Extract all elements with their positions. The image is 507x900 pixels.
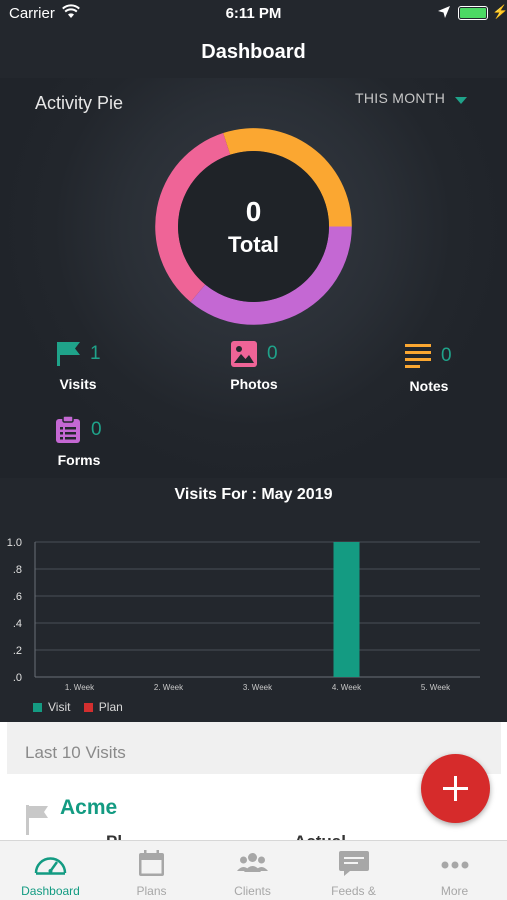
clipboard-icon xyxy=(56,416,80,443)
tab-label: Clients xyxy=(234,884,271,898)
tab-feeds-messages[interactable]: Feeds & Messages xyxy=(303,841,404,900)
charging-bolt-icon: ⚡ xyxy=(492,4,507,19)
chevron-down-icon[interactable] xyxy=(455,97,467,104)
chat-icon xyxy=(339,851,369,876)
last-visits-header: Last 10 Visits xyxy=(7,722,501,774)
nav-bar: Dashboard xyxy=(0,28,507,78)
y-tick-label: .4 xyxy=(13,618,22,630)
y-tick-label: .0 xyxy=(13,672,22,684)
notes-label: Notes xyxy=(409,378,449,394)
visits-chart: Visits For : May 2019 1.0 .8 .6 .4 .2 .0 1. We… xyxy=(0,478,507,722)
legend-item-visit: Visit xyxy=(33,700,70,714)
forms-label: Forms xyxy=(57,452,101,468)
speedometer-icon xyxy=(34,857,67,875)
clock: 6:11 PM xyxy=(225,5,282,22)
tab-label: Feeds & Messages xyxy=(326,884,381,900)
battery-icon xyxy=(458,6,488,20)
tab-plans[interactable]: Plans xyxy=(101,841,202,900)
legend-swatch-plan xyxy=(83,703,93,712)
bar-visit xyxy=(333,542,360,677)
x-tick-label: 4. Week xyxy=(332,683,362,692)
notes-icon xyxy=(405,344,431,368)
activity-pie-title: Activity Pie xyxy=(35,93,124,113)
donut-segment-photos xyxy=(155,133,231,302)
activity-pie-panel: Activity Pie THIS MONTH 0 Total 1 Visits… xyxy=(0,78,507,478)
stat-photos[interactable]: 0 Photos xyxy=(230,340,320,400)
photos-count: 0 xyxy=(267,343,278,364)
x-tick-label: 1. Week xyxy=(65,683,95,692)
legend-label-plan: Plan xyxy=(98,700,123,714)
flag-icon xyxy=(26,805,48,835)
wifi-icon xyxy=(62,4,80,18)
group-icon xyxy=(237,853,268,872)
chart-legend: Visit Plan xyxy=(33,700,133,714)
y-tick-label: .8 xyxy=(13,564,22,576)
tab-label: More xyxy=(440,884,469,898)
y-tick-label: .2 xyxy=(13,645,22,657)
x-tick-label: 3. Week xyxy=(243,683,273,692)
period-dropdown[interactable]: THIS MONTH xyxy=(355,90,446,106)
add-button[interactable] xyxy=(421,754,490,823)
stat-notes[interactable]: 0 Notes xyxy=(404,342,494,402)
tab-clients[interactable]: Clients xyxy=(202,841,303,900)
status-bar: Carrier 6:11 PM ⚡ xyxy=(0,0,507,28)
calendar-icon xyxy=(139,850,164,876)
tab-bar: Dashboard Plans Clients Feeds & Messages xyxy=(0,840,507,900)
tab-dashboard[interactable]: Dashboard xyxy=(0,841,101,900)
notes-count: 0 xyxy=(441,345,452,366)
tab-more[interactable]: More xyxy=(404,841,505,900)
x-tick-label: 5. Week xyxy=(421,683,451,692)
visit-client-name: Acme xyxy=(60,796,118,819)
flag-icon xyxy=(57,342,80,366)
activity-donut[interactable] xyxy=(155,128,352,325)
photo-icon xyxy=(231,341,257,367)
y-tick-label: .6 xyxy=(13,591,22,603)
x-tick-label: 2. Week xyxy=(154,683,184,692)
visits-bar-chart: 1.0 .8 .6 .4 .2 .0 1. Week 2. Week 3. Week 4. Wee… xyxy=(7,537,480,692)
legend-label-visit: Visit xyxy=(48,700,71,714)
legend-swatch-visit xyxy=(33,703,42,712)
legend-item-plan: Plan xyxy=(83,700,123,714)
donut-segment-forms xyxy=(190,226,352,325)
tab-label: Plans xyxy=(136,884,167,898)
donut-center: 0 Total xyxy=(155,128,352,325)
total-label: Total xyxy=(228,232,279,257)
y-tick-label: 1.0 xyxy=(7,537,22,549)
last-visits-title: Last 10 Visits xyxy=(25,743,126,762)
location-arrow-icon xyxy=(438,6,450,18)
total-value: 0 xyxy=(245,196,262,227)
photos-label: Photos xyxy=(230,376,278,392)
stat-visits[interactable]: 1 Visits xyxy=(56,340,146,400)
more-icon xyxy=(441,861,469,869)
page-title: Dashboard xyxy=(201,41,306,63)
visits-count: 1 xyxy=(90,343,101,364)
chart-title: Visits For : May 2019 xyxy=(174,486,333,503)
carrier-label: Carrier xyxy=(9,5,55,22)
tab-label: Dashboard xyxy=(21,884,80,898)
donut-segment-notes xyxy=(223,128,352,227)
visits-label: Visits xyxy=(59,376,97,392)
forms-count: 0 xyxy=(91,419,102,440)
stat-forms[interactable]: 0 Forms xyxy=(54,416,144,476)
